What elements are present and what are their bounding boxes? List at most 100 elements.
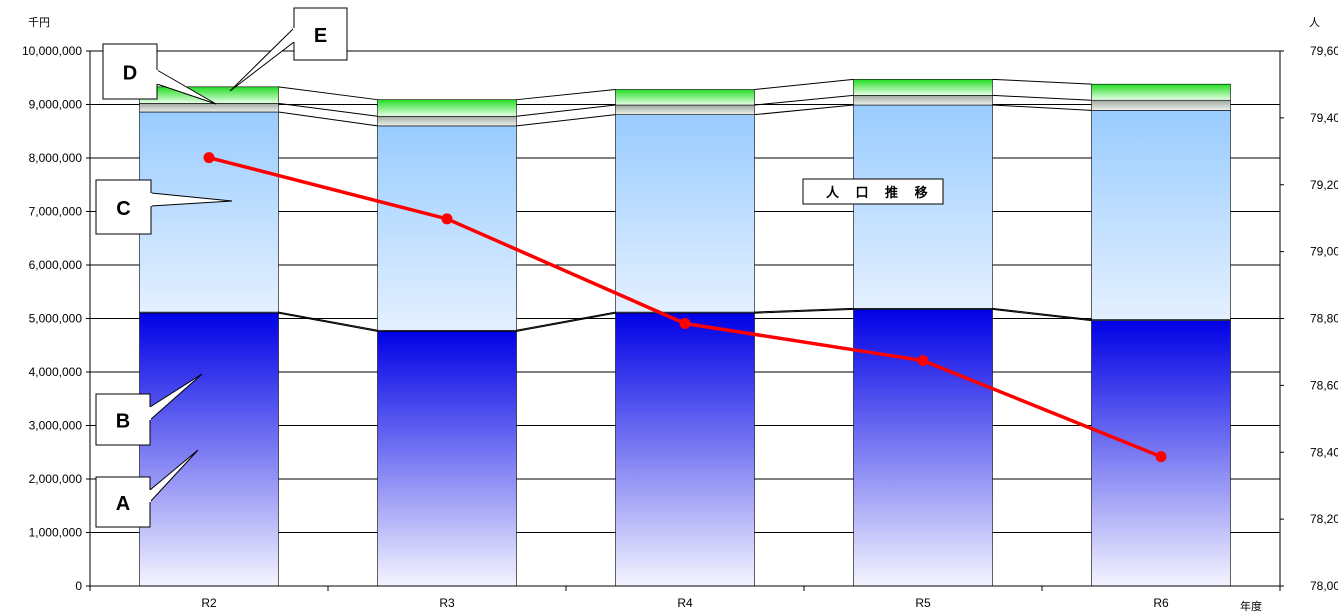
- callout-E: E: [229, 7, 348, 92]
- population-point-R3: [441, 213, 453, 225]
- connector-B: [278, 311, 378, 331]
- right-tick-label: 79,400: [1310, 111, 1338, 125]
- right-tick-label: 78,200: [1310, 512, 1338, 526]
- connector-B: [516, 311, 616, 331]
- bar-C-R6: [1091, 110, 1231, 320]
- callout-pointer-C: [150, 192, 233, 207]
- right-tick-label: 78,000: [1310, 579, 1338, 593]
- callout-label-A: A: [116, 493, 130, 515]
- connector-E: [516, 89, 616, 101]
- bar-A-R3: [377, 331, 517, 587]
- callout-pointer-B: [149, 373, 203, 421]
- right-tick-label: 79,600: [1310, 44, 1338, 58]
- bar-A-R5: [853, 309, 993, 587]
- callouts: A B C D E: [95, 7, 348, 528]
- bar-D-R2: [139, 103, 279, 113]
- right-tick-label: 79,000: [1310, 245, 1338, 259]
- bar-E-R3: [377, 99, 517, 117]
- callout-label-E: E: [314, 25, 327, 47]
- right-tick-label: 78,400: [1310, 445, 1338, 459]
- left-tick-label: 3,000,000: [29, 419, 83, 433]
- line-legend-label: 人 口 推 移: [826, 185, 934, 201]
- right-tick-label: 78,600: [1310, 378, 1338, 392]
- x-unit-label: 年度: [1240, 599, 1262, 613]
- callout-pointer-A: [149, 449, 199, 503]
- population-point-R4: [679, 318, 691, 330]
- callout-pointer-E: [229, 27, 295, 92]
- connector-A: [516, 312, 616, 332]
- left-tick-label: 10,000,000: [22, 44, 82, 58]
- left-tick-label: 8,000,000: [29, 151, 83, 165]
- bar-C-R5: [853, 104, 993, 309]
- series-connector-lines: [278, 78, 1092, 332]
- bar-E-R4: [615, 89, 755, 106]
- right-tick-label: 79,200: [1310, 178, 1338, 192]
- callout-label-C: C: [116, 198, 130, 220]
- population-point-R2: [203, 152, 215, 164]
- bar-A-R4: [615, 312, 755, 587]
- connector-C: [992, 104, 1092, 111]
- right-tick-label: 78,800: [1310, 312, 1338, 326]
- bar-D-R4: [615, 104, 755, 115]
- right-axis-ticks: 78,000 78,200 78,400 78,600 78,800 79,000 79,2…: [1280, 44, 1338, 593]
- callout-pointer-D: [156, 69, 217, 105]
- connector-A: [278, 312, 378, 332]
- x-tick-label: R6: [1153, 596, 1169, 610]
- x-tick-label: R5: [915, 596, 931, 610]
- left-tick-label: 7,000,000: [29, 205, 83, 219]
- left-tick-label: 2,000,000: [29, 472, 83, 486]
- left-tick-label: 4,000,000: [29, 365, 83, 379]
- bar-C-R3: [377, 125, 517, 331]
- connector-C: [278, 111, 378, 127]
- line-legend: 人 口 推 移: [802, 178, 944, 205]
- connector-D: [754, 94, 854, 106]
- callout-box-B: [95, 393, 151, 446]
- connector-D: [516, 104, 616, 117]
- population-point-R6: [1155, 451, 1167, 463]
- population-point-R5: [917, 355, 929, 367]
- connector-B: [992, 307, 1092, 321]
- connector-A: [992, 308, 1092, 322]
- x-tick-label: R3: [439, 596, 455, 610]
- x-tick-label: R4: [677, 596, 693, 610]
- left-tick-label: 6,000,000: [29, 258, 83, 272]
- left-tick-label: 5,000,000: [29, 312, 83, 326]
- connector-A: [754, 308, 854, 314]
- line-legend-box: [802, 178, 944, 205]
- connector-E: [278, 86, 378, 101]
- bar-E-R5: [853, 79, 993, 96]
- callout-C: C: [95, 179, 233, 235]
- bar-A-R2: [139, 312, 279, 587]
- bar-D-R5: [853, 95, 993, 106]
- connector-C: [516, 114, 616, 127]
- x-axis-labels: R2 R3 R4 R5 R6: [201, 596, 1169, 610]
- x-tick-label: R2: [201, 596, 217, 610]
- callout-box-E: [293, 7, 348, 61]
- bar-D-R6: [1091, 99, 1231, 111]
- population-line: [203, 152, 1167, 463]
- bar-C-R4: [615, 114, 755, 313]
- connector-E: [754, 78, 854, 91]
- left-unit-label: 千円: [28, 16, 50, 29]
- connector-E: [992, 78, 1092, 85]
- connector-B: [754, 307, 854, 313]
- left-axis-ticks: 0 1,000,000 2,000,000 3,000,000 4,000,000 5,0…: [22, 44, 90, 593]
- right-unit-label: 人: [1309, 16, 1320, 29]
- connector-C: [754, 104, 854, 116]
- callout-box-C: [95, 179, 152, 235]
- callout-D: D: [102, 43, 217, 105]
- callout-label-B: B: [116, 411, 130, 433]
- left-tick-label: 0: [75, 579, 82, 593]
- callout-B: B: [95, 373, 203, 446]
- bar-C-R2: [139, 111, 279, 313]
- callout-A: A: [95, 449, 199, 528]
- connector-D: [278, 102, 378, 117]
- bar-D-R3: [377, 115, 517, 127]
- callout-label-D: D: [123, 63, 137, 85]
- bar-E-R6: [1091, 83, 1231, 101]
- left-tick-label: 9,000,000: [29, 98, 83, 112]
- callout-box-A: [95, 476, 151, 528]
- connector-D: [992, 94, 1092, 101]
- stacked-bars: [139, 79, 1231, 587]
